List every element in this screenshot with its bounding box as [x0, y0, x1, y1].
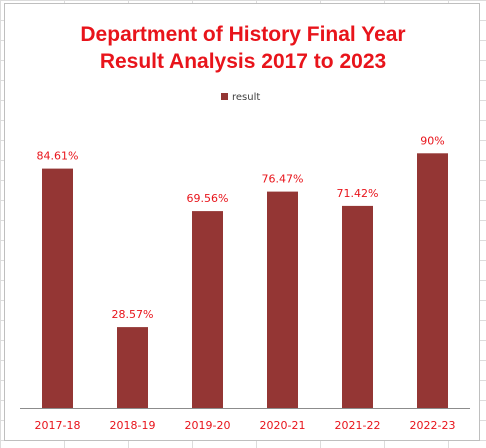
data-label-2018-19: 28.57% — [112, 308, 154, 321]
legend: result — [221, 92, 260, 103]
bars-group — [42, 153, 448, 408]
data-label-2021-22: 71.42% — [337, 187, 379, 200]
bar-2018-19[interactable] — [117, 327, 148, 408]
category-label-2020-21: 2020-21 — [260, 419, 306, 432]
legend-swatch — [221, 93, 228, 100]
category-label-2018-19: 2018-19 — [110, 419, 156, 432]
chart-area[interactable]: Department of History Final Year Result … — [4, 3, 480, 441]
bar-2020-21[interactable] — [267, 191, 298, 408]
category-labels-group: 2017-18 2018-19 2019-20 2020-21 2021-22 2022-… — [35, 419, 456, 432]
category-label-2019-20: 2019-20 — [185, 419, 231, 432]
data-label-2020-21: 76.47% — [262, 173, 304, 186]
category-label-2017-18: 2017-18 — [35, 419, 81, 432]
chart-title-line-2: Result Analysis 2017 to 2023 — [100, 50, 386, 73]
bar-2021-22[interactable] — [342, 205, 373, 408]
data-labels-group: 84.61% 28.57% 69.56% 76.47% 71.42% 90% — [37, 134, 445, 321]
bar-2022-23[interactable] — [417, 153, 448, 408]
chart-title-line-1: Department of History Final Year — [80, 23, 405, 46]
category-label-2022-23: 2022-23 — [410, 419, 456, 432]
data-label-2017-18: 84.61% — [37, 150, 79, 163]
data-label-2019-20: 69.56% — [187, 192, 229, 205]
legend-label: result — [232, 92, 260, 103]
bar-2017-18[interactable] — [42, 168, 73, 408]
bar-2019-20[interactable] — [192, 211, 223, 408]
data-label-2022-23: 90% — [420, 134, 444, 147]
bar-chart: Department of History Final Year Result … — [20, 23, 470, 432]
category-label-2021-22: 2021-22 — [335, 419, 381, 432]
